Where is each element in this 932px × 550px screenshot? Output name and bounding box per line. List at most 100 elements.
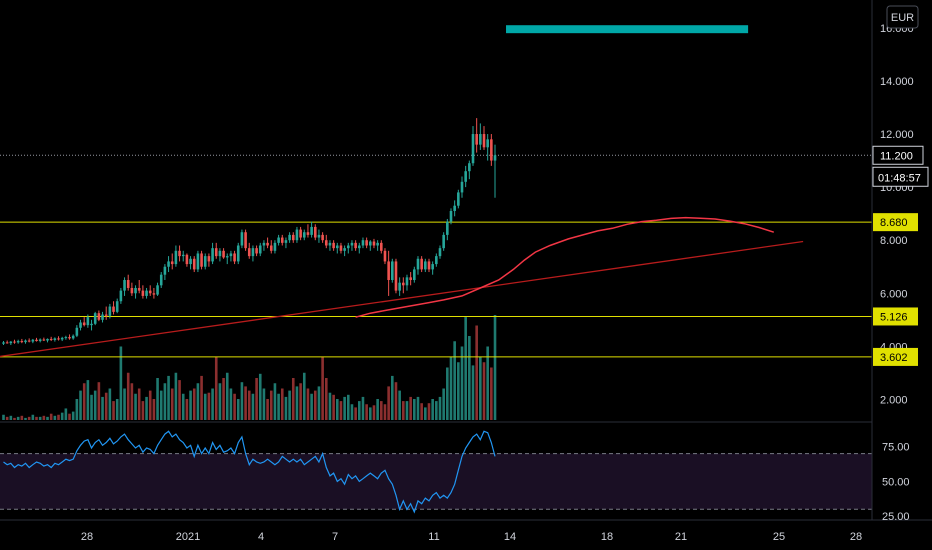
candle[interactable] — [93, 313, 97, 324]
candle[interactable] — [420, 258, 423, 270]
candle[interactable] — [20, 341, 24, 343]
candle[interactable] — [339, 245, 343, 251]
candle[interactable] — [174, 250, 178, 265]
candle[interactable] — [108, 306, 112, 316]
candle[interactable] — [460, 181, 464, 193]
candle[interactable] — [119, 290, 123, 302]
candle[interactable] — [482, 134, 486, 148]
candle[interactable] — [68, 337, 71, 339]
candle[interactable] — [192, 258, 196, 270]
candle[interactable] — [126, 280, 130, 288]
candle[interactable] — [266, 242, 269, 246]
candle[interactable] — [181, 254, 185, 257]
candle[interactable] — [112, 306, 115, 312]
candle[interactable] — [24, 340, 27, 343]
time-axis[interactable]: 28 2021 4 7 11 14 18 21 25 28 — [81, 531, 862, 543]
candle[interactable] — [13, 341, 16, 343]
candle[interactable] — [137, 287, 141, 291]
candle[interactable] — [104, 314, 108, 316]
candle[interactable] — [343, 248, 346, 251]
candle[interactable] — [317, 234, 321, 238]
candle[interactable] — [479, 134, 482, 145]
candle[interactable] — [244, 232, 247, 249]
candle[interactable] — [97, 313, 101, 320]
candle[interactable] — [27, 340, 31, 342]
candle[interactable] — [354, 242, 357, 249]
currency-button[interactable]: EUR — [886, 5, 919, 29]
candle[interactable] — [493, 155, 497, 161]
candle[interactable] — [427, 261, 431, 270]
candle[interactable] — [2, 342, 5, 344]
candle[interactable] — [82, 322, 86, 326]
candle[interactable] — [218, 250, 222, 257]
candle[interactable] — [16, 341, 20, 343]
candle[interactable] — [247, 248, 251, 257]
candle[interactable] — [361, 240, 365, 246]
candle[interactable] — [284, 240, 288, 243]
candle[interactable] — [38, 339, 42, 342]
candle[interactable] — [413, 269, 416, 281]
candle[interactable] — [306, 232, 310, 235]
candle[interactable] — [214, 248, 218, 257]
candle[interactable] — [357, 245, 361, 249]
candle[interactable] — [170, 261, 174, 265]
candle[interactable] — [438, 248, 442, 257]
candle[interactable] — [310, 226, 313, 235]
candle[interactable] — [409, 277, 412, 281]
candle[interactable] — [332, 242, 335, 249]
candle[interactable] — [185, 254, 189, 265]
candle[interactable] — [402, 282, 405, 286]
candle[interactable] — [42, 339, 46, 341]
candle[interactable] — [255, 248, 258, 254]
candle[interactable] — [79, 322, 82, 328]
candle[interactable] — [222, 250, 225, 258]
candle[interactable] — [424, 261, 427, 270]
candle[interactable] — [369, 241, 372, 246]
candle[interactable] — [75, 327, 79, 336]
candle[interactable] — [156, 285, 159, 295]
candle[interactable] — [288, 234, 291, 241]
candle[interactable] — [134, 287, 137, 294]
candle[interactable] — [313, 226, 317, 238]
candle[interactable] — [387, 261, 390, 281]
candle[interactable] — [262, 242, 266, 246]
candle[interactable] — [101, 314, 104, 320]
rsi-axis[interactable]: 25.00 50.00 75.00 — [882, 442, 910, 524]
candle[interactable] — [486, 139, 489, 148]
candle[interactable] — [251, 248, 255, 257]
candle[interactable] — [141, 290, 145, 296]
target-zone-box[interactable] — [506, 25, 749, 34]
candle[interactable] — [90, 323, 93, 326]
candle[interactable] — [346, 245, 350, 249]
candle[interactable] — [152, 293, 156, 295]
candle[interactable] — [5, 342, 9, 344]
candle[interactable] — [324, 240, 328, 246]
candle[interactable] — [163, 266, 167, 275]
candle[interactable] — [391, 261, 394, 281]
candle[interactable] — [291, 234, 295, 241]
candle[interactable] — [431, 264, 434, 270]
candle[interactable] — [490, 139, 493, 161]
rsi-line[interactable] — [3, 430, 496, 514]
candle[interactable] — [196, 253, 200, 270]
candle[interactable] — [475, 134, 478, 145]
candle[interactable] — [64, 337, 68, 339]
candle[interactable] — [449, 211, 453, 222]
candle[interactable] — [258, 245, 262, 254]
candle[interactable] — [229, 253, 233, 257]
candle[interactable] — [236, 245, 240, 262]
candle[interactable] — [398, 282, 401, 291]
main-pane[interactable] — [0, 25, 872, 420]
candle[interactable] — [167, 261, 170, 267]
candle[interactable] — [302, 232, 306, 238]
candle[interactable] — [31, 339, 35, 342]
candle[interactable] — [277, 237, 280, 243]
candle[interactable] — [49, 338, 53, 340]
candle[interactable] — [453, 205, 456, 211]
candle[interactable] — [280, 237, 284, 243]
candle[interactable] — [233, 253, 236, 262]
candle[interactable] — [9, 341, 13, 344]
candle[interactable] — [145, 290, 148, 296]
candle[interactable] — [394, 261, 398, 291]
candle[interactable] — [457, 192, 460, 206]
